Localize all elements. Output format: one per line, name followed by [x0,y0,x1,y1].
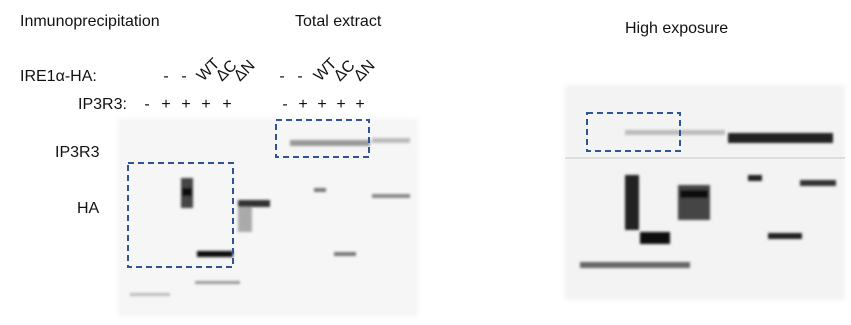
header: High exposure [625,20,728,37]
lane-label: + [336,96,345,113]
lane-label: + [298,96,307,113]
lane-label: + [201,96,210,113]
band [238,200,270,207]
band [334,252,356,256]
lane-label: + [355,96,364,113]
band [197,251,233,257]
band [625,175,639,230]
blot-right [565,85,845,300]
band [728,133,833,143]
band-label: IP3R3 [55,144,100,161]
lane-label: + [181,96,190,113]
lane-label: - [163,68,168,85]
blot-left [118,118,418,316]
band [372,138,410,143]
band [290,140,370,146]
band [680,190,708,198]
lane-label: ΔN [351,57,379,85]
band [640,232,670,244]
membrane [118,118,418,316]
band [800,180,836,186]
lane-label: + [161,96,170,113]
band [580,262,690,268]
band [372,194,410,198]
band [195,281,240,284]
lane-label: ΔN [231,57,259,85]
figure: Inmunoprecipitation Total extract High e… [0,0,851,320]
band [130,293,170,296]
row-label: IRE1α-HA: [20,68,97,85]
lane-label: - [181,68,186,85]
lane-label: + [317,96,326,113]
row-label: IP3R3: [78,96,127,113]
lane-label: - [282,96,287,113]
lane-label: - [279,68,284,85]
band [182,188,192,196]
band [625,130,725,135]
band [314,188,326,192]
band [238,207,252,232]
band [748,175,762,181]
lane-label: - [297,68,302,85]
lane-label: - [144,96,149,113]
header: Inmunoprecipitation [20,13,160,30]
lane-label: + [222,96,231,113]
band-label: HA [77,200,100,217]
header: Total extract [295,13,382,30]
band [768,233,802,239]
